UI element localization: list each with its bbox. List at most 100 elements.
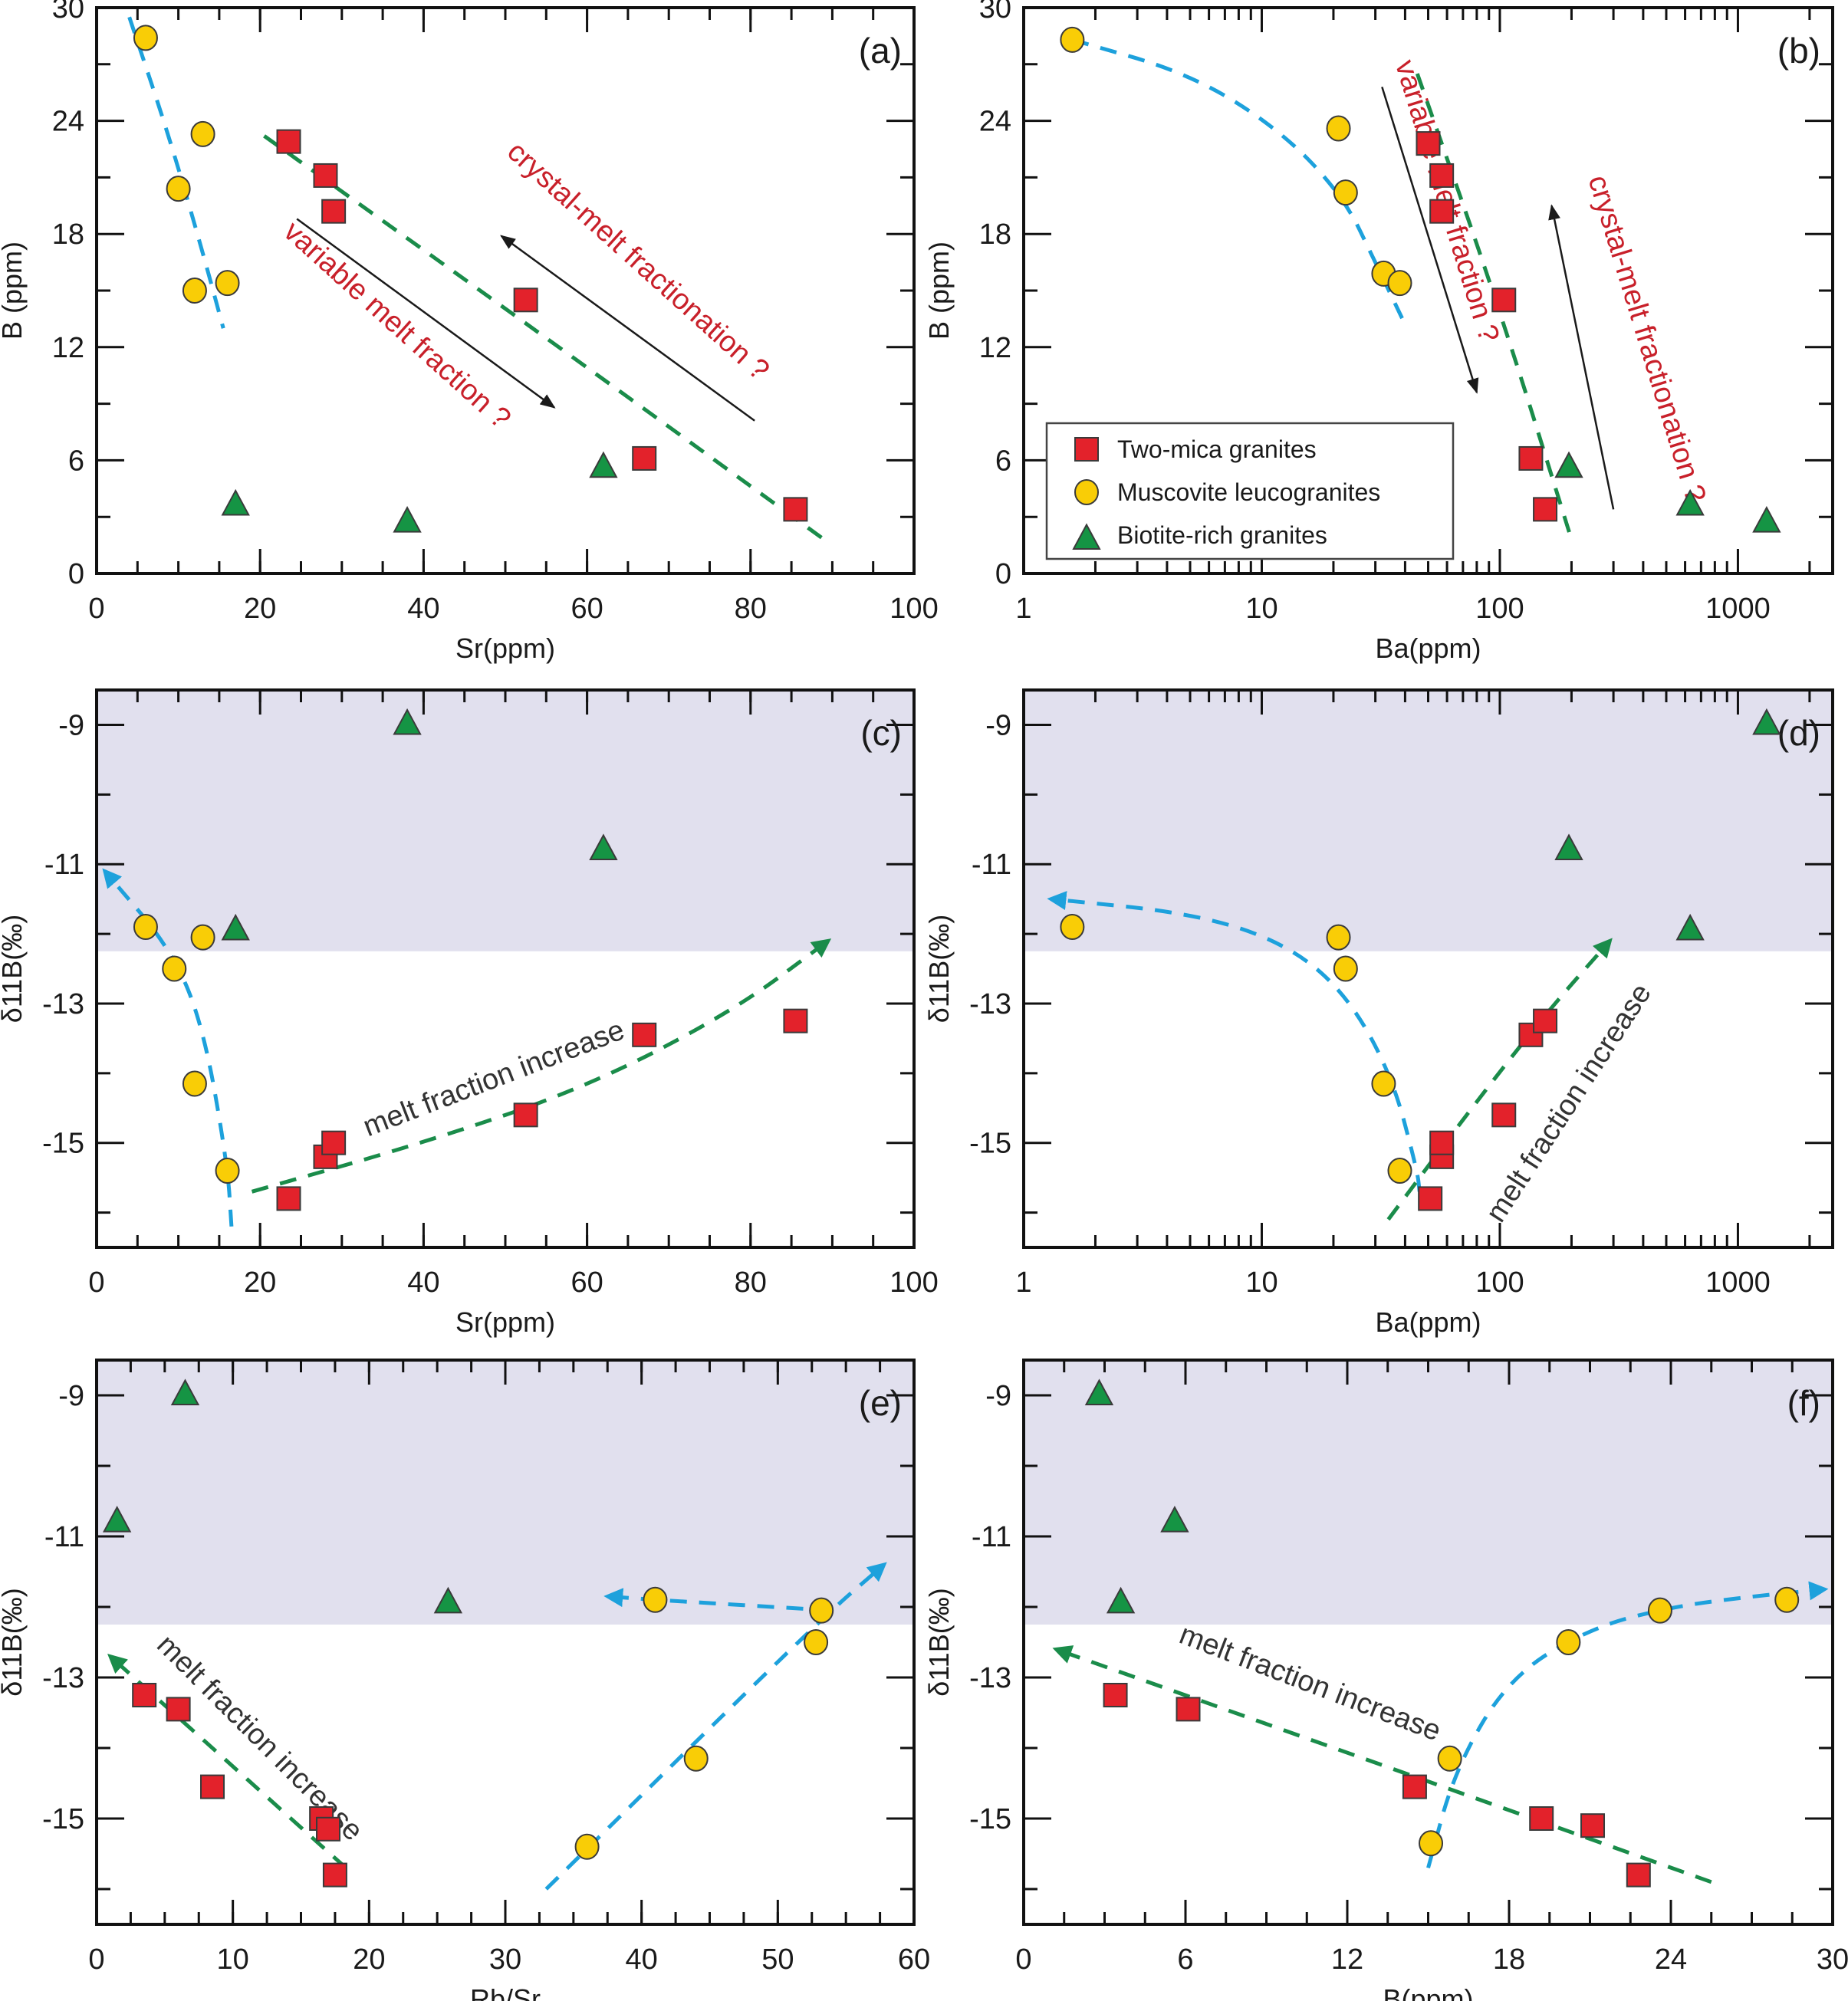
x-tick-label: 60: [898, 1944, 930, 1976]
data-point-two-mica: [1103, 1683, 1128, 1707]
series-biotite: [1554, 451, 1781, 533]
plot-frame: [95, 1359, 916, 1926]
data-point-biotite: [1084, 1378, 1114, 1405]
data-point-biotite: [433, 1586, 463, 1614]
data-point-two-mica: [1529, 1806, 1554, 1831]
data-point-muscovite: [1060, 913, 1085, 940]
legend-label: Two-mica granites: [1117, 435, 1317, 463]
y-axis-title: B (ppm): [0, 242, 28, 340]
y-tick-label: -13: [42, 1662, 84, 1694]
data-point-biotite: [589, 833, 618, 861]
annotation-text: crystal-melt fractionation ?: [501, 136, 775, 387]
x-axis-title: Ba(ppm): [1375, 632, 1481, 664]
plot-frame: [95, 688, 916, 1249]
panel-label: (a): [859, 31, 902, 71]
plot-frame: [1022, 1359, 1834, 1926]
legend-marker-biotite: [1072, 523, 1101, 550]
data-point-two-mica: [1429, 163, 1455, 188]
series-muscovite: [133, 25, 240, 304]
x-tick-label: 30: [489, 1944, 521, 1976]
x-tick-label: 100: [1475, 593, 1524, 625]
data-point-muscovite: [683, 1745, 709, 1772]
series-biotite: [1554, 708, 1781, 941]
blue-trend-line: [603, 1588, 833, 1613]
data-point-muscovite: [215, 1158, 240, 1184]
data-point-two-mica: [1176, 1697, 1201, 1722]
y-tick-label: -11: [44, 1521, 84, 1553]
data-point-two-mica: [1533, 1008, 1558, 1033]
series-two-mica: [1416, 131, 1558, 522]
y-tick-label: 12: [52, 332, 84, 364]
ticks: [95, 1360, 916, 1924]
data-point-two-mica: [1402, 1774, 1427, 1799]
data-point-muscovite: [1326, 924, 1351, 951]
panel-label: (e): [859, 1383, 902, 1423]
x-tick-label: 0: [1015, 1944, 1031, 1976]
data-point-two-mica: [316, 1816, 341, 1842]
data-point-muscovite: [1647, 1597, 1672, 1624]
y-tick-label: 24: [52, 106, 84, 138]
y-tick-label: 0: [68, 558, 84, 590]
x-tick-label: 60: [571, 593, 603, 625]
data-point-two-mica: [783, 1008, 808, 1033]
process-arrow: [500, 235, 755, 422]
process-arrow: [296, 218, 556, 409]
green-trend-line: [1052, 1645, 1712, 1884]
data-point-biotite: [589, 451, 618, 478]
data-point-muscovite: [215, 270, 240, 297]
data-point-two-mica: [1418, 1186, 1443, 1211]
data-point-muscovite: [1419, 1830, 1444, 1857]
x-axis-title: B(ppm): [1383, 1983, 1473, 2001]
data-point-biotite: [1160, 1505, 1189, 1533]
data-point-biotite: [102, 1505, 132, 1533]
ticks: [1022, 690, 1833, 1247]
x-tick-label: 10: [217, 1944, 249, 1976]
green-trend-line: [251, 938, 832, 1194]
series-two-mica: [132, 1683, 347, 1888]
panel-label: (c): [860, 713, 902, 753]
data-point-muscovite: [804, 1629, 829, 1655]
x-tick-label: 80: [735, 1267, 767, 1299]
data-point-biotite: [1675, 488, 1705, 516]
data-point-muscovite: [182, 278, 207, 304]
data-point-two-mica: [513, 288, 538, 313]
x-tick-label: 20: [353, 1944, 385, 1976]
data-point-two-mica: [1429, 199, 1455, 224]
data-point-muscovite: [162, 955, 187, 982]
y-tick-label: 12: [979, 332, 1011, 364]
legend-marker-muscovite: [1074, 479, 1099, 505]
data-point-muscovite: [574, 1833, 600, 1860]
data-point-two-mica: [321, 1130, 347, 1155]
data-point-muscovite: [1371, 1070, 1396, 1097]
x-tick-label: 60: [571, 1267, 603, 1299]
y-tick-label: 0: [995, 558, 1011, 590]
y-tick-label: -15: [969, 1128, 1011, 1160]
data-point-biotite: [221, 488, 250, 516]
data-point-two-mica: [1626, 1862, 1651, 1888]
green-trend-line: [1386, 938, 1613, 1221]
x-axis-title: Sr(ppm): [455, 632, 555, 664]
series-muscovite: [1060, 913, 1412, 1184]
y-tick-label: 18: [52, 219, 84, 251]
x-tick-label: 30: [1817, 1944, 1848, 1976]
legend: Two-mica granites Muscovite leucogranites…: [1045, 422, 1455, 560]
series-two-mica: [276, 1008, 808, 1211]
y-tick-label: -15: [42, 1128, 84, 1160]
data-point-two-mica: [322, 1862, 347, 1888]
series-two-mica: [1103, 1683, 1651, 1888]
y-tick-label: -11: [44, 849, 84, 881]
y-tick-label: 24: [979, 106, 1011, 138]
data-point-biotite: [1675, 913, 1705, 941]
data-point-muscovite: [1437, 1745, 1462, 1772]
panel-a: 0 20 40 60 80 100 0 6 12 18 24 30 Sr(ppm) B (ppm) (a) v…: [0, 0, 939, 664]
shaded-band: [1024, 1360, 1833, 1625]
legend-label: Muscovite leucogranites: [1117, 478, 1380, 506]
process-arrow: [1381, 86, 1479, 394]
y-tick-label: -9: [58, 1380, 84, 1412]
x-tick-label: 1: [1015, 593, 1031, 625]
data-point-muscovite: [1060, 26, 1085, 53]
y-tick-label: -11: [972, 849, 1011, 881]
data-point-two-mica: [200, 1774, 225, 1799]
data-point-two-mica: [1491, 288, 1517, 313]
panel-c: 0 20 40 60 80 100 -15 -13 -11 -9 Sr(ppm) δ11B(‰) (c)…: [0, 688, 939, 1338]
